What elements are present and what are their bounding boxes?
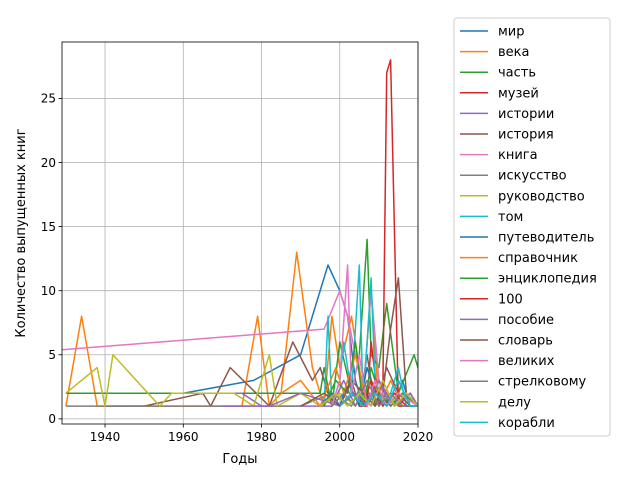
y-axis-label: Количество выпущенных книг [14,128,29,337]
y-tick-label: 15 [41,220,56,234]
legend-label: справочник [498,251,578,266]
y-tick-label: 20 [41,156,56,170]
plot-area [62,59,418,407]
legend-label: часть [498,66,536,81]
legend-box [453,17,611,437]
series-line-16 [331,264,418,407]
legend-label: путеводитель [498,231,594,246]
legend-label: великих [498,354,555,369]
legend-label: истории [498,107,554,122]
legend-label: история [498,128,554,143]
x-tick-label: 1960 [168,430,199,444]
legend-label: стрелковому [498,375,587,390]
series-line-3 [359,59,418,407]
legend-label: искусство [498,169,567,184]
legend-label: века [498,45,529,60]
series-line-17 [331,379,418,407]
series-line-18 [319,379,418,407]
x-tick-label: 1980 [246,430,277,444]
legend-label: делу [498,395,531,410]
legend-label: книга [498,148,538,163]
x-tick-label: 2020 [403,430,434,444]
legend-label: 100 [498,292,523,307]
legend-label: том [498,210,523,225]
axes: 1940 1960 1980 2000 2020 0 5 10 15 20 25 Годы Количе… [14,41,434,467]
y-tick-label: 0 [48,412,56,426]
y-tick-label: 10 [41,284,56,298]
legend-label: мир [498,25,525,40]
x-axis-label: Годы [222,452,257,467]
series-line-19 [339,379,418,407]
legend-label: энциклопедия [498,272,597,287]
x-tick-label: 1940 [90,430,121,444]
legend-label: словарь [498,334,553,349]
y-tick-label: 25 [41,92,56,106]
legend: мир века часть музей истории история книга иску… [453,17,611,437]
legend-label: корабли [498,416,555,431]
y-tick-label: 5 [48,348,56,362]
legend-label: музей [498,86,539,101]
x-tick-label: 2000 [324,430,355,444]
legend-label: руководство [498,189,585,204]
series-line-14 [222,379,418,407]
legend-label: пособие [498,313,554,328]
axes-frame [61,41,419,425]
